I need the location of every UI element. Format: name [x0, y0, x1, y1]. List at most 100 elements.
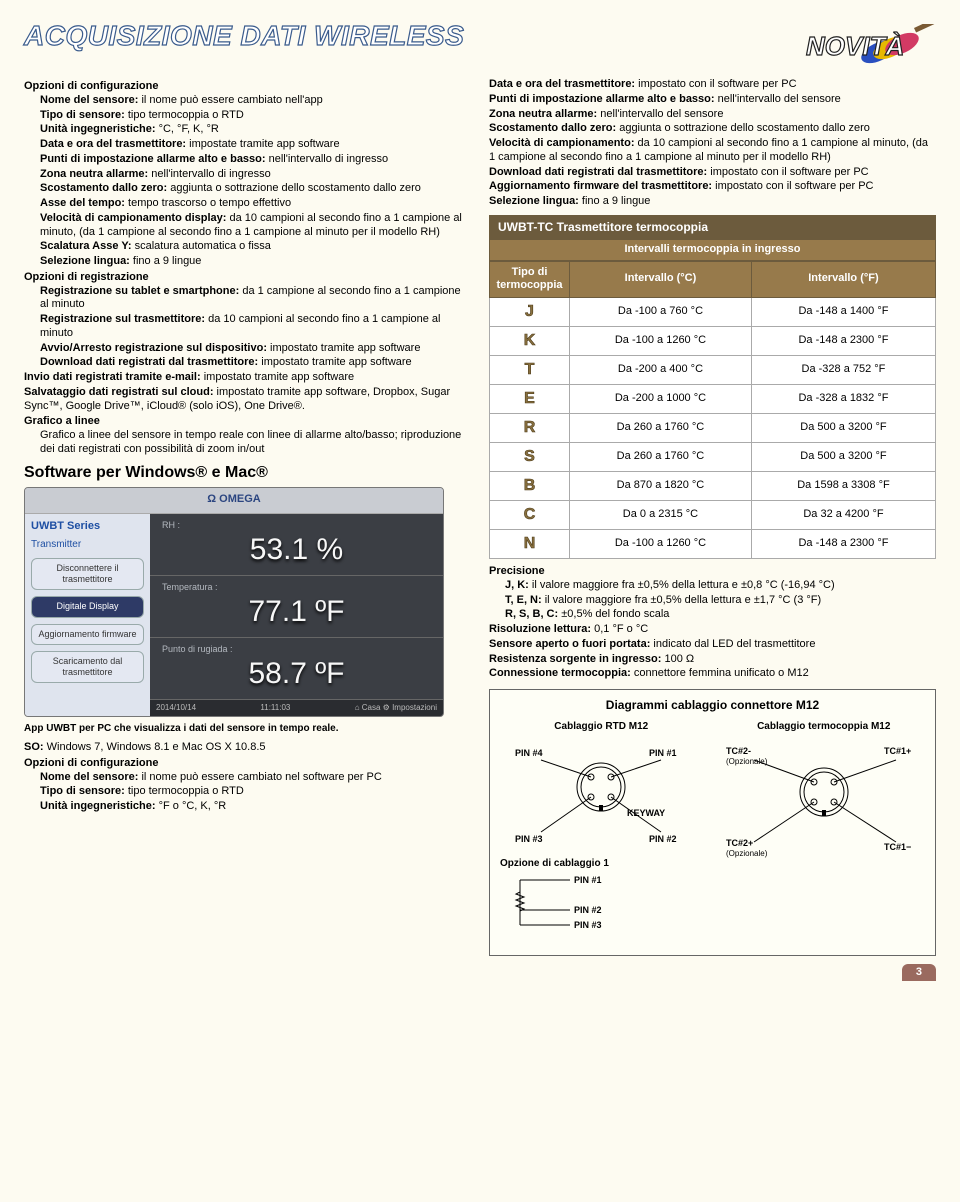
- table-row: EDa -200 a 1000 °CDa -328 a 1832 °F: [490, 385, 936, 414]
- tc-range-f: Da -148 a 2300 °F: [751, 327, 935, 356]
- table-row: TDa -200 a 400 °CDa -328 a 752 °F: [490, 356, 936, 385]
- right-column: Data e ora del trasmettitore: impostato …: [489, 78, 936, 956]
- reading-value: 53.1 %: [162, 531, 431, 569]
- tc-range-c: Da 260 a 1760 °C: [570, 443, 752, 472]
- tc-range-f: Da -148 a 1400 °F: [751, 298, 935, 327]
- wiring-tc: Cablaggio termocoppia M12 TC#2- (Opziona…: [723, 721, 926, 945]
- reading-row: Punto di rugiada : 58.7 ºF: [150, 638, 443, 700]
- spec-line: Unità ingegneristiche: °C, °F, K, °R: [40, 123, 471, 137]
- precision-heading: Precisione: [489, 565, 936, 579]
- page-number: 3: [24, 964, 936, 982]
- app-readings: RH : 53.1 % Temperatura : 77.1 ºF Punto …: [150, 514, 443, 716]
- spec-line: Unità ingegneristiche: °F o °C, K, °R: [40, 800, 471, 814]
- spec-line: Data e ora del trasmettitore: impostate …: [40, 138, 471, 152]
- app-sidebar-sub: Transmitter: [31, 539, 144, 552]
- tc-col-c: Intervallo (°C): [570, 261, 752, 298]
- spec-line: Zona neutra allarme: nell'intervallo del…: [489, 108, 936, 122]
- tc-table-title: UWBT-TC Trasmettitore termocoppia: [489, 215, 936, 240]
- spec-line: Tipo di sensore: tipo termocoppia o RTD: [40, 109, 471, 123]
- tc-range-f: Da -328 a 1832 °F: [751, 385, 935, 414]
- svg-text:PIN #2: PIN #2: [574, 905, 602, 915]
- tc-type-cell: E: [490, 385, 570, 414]
- table-row: BDa 870 a 1820 °CDa 1598 a 3308 °F: [490, 472, 936, 501]
- rtd-connector-icon: PIN #4 PIN #1 PIN #3 PIN #2 KEYWAY: [511, 742, 691, 852]
- svg-text:PIN #1: PIN #1: [649, 748, 677, 758]
- spec-line: Invio dati registrati tramite e-mail: im…: [24, 371, 471, 385]
- spec-line: Aggiornamento firmware del trasmettitore…: [489, 180, 936, 194]
- app-btn-disconnect[interactable]: Disconnettere il trasmettitore: [31, 558, 144, 591]
- tc-range-c: Da -100 a 1260 °C: [570, 327, 752, 356]
- table-row: RDa 260 a 1760 °CDa 500 a 3200 °F: [490, 414, 936, 443]
- spec-line: Scostamento dallo zero: aggiunta o sottr…: [40, 182, 471, 196]
- screenshot-caption: App UWBT per PC che visualizza i dati de…: [24, 723, 471, 736]
- spec-line: Sensore aperto o fuori portata: indicato…: [489, 638, 936, 652]
- spec-line: Asse del tempo: tempo trascorso o tempo …: [40, 197, 471, 211]
- tc-table-subtitle: Intervalli termocoppia in ingresso: [489, 240, 936, 261]
- svg-text:TC#1+: TC#1+: [884, 746, 911, 756]
- chart-text: Grafico a linee del sensore in tempo rea…: [24, 429, 471, 457]
- novita-text: NOVITÀ: [806, 30, 904, 63]
- spec-line: Punti di impostazione allarme alto e bas…: [40, 153, 471, 167]
- spec-line: Velocità di campionamento: da 10 campion…: [489, 137, 936, 165]
- tc-type-cell: S: [490, 443, 570, 472]
- tc-type-cell: B: [490, 472, 570, 501]
- so-line: SO: Windows 7, Windows 8.1 e Mac OS X 10…: [24, 741, 471, 755]
- left-column: Opzioni di configurazione Nome del senso…: [24, 78, 471, 956]
- spec-line: Punti di impostazione allarme alto e bas…: [489, 93, 936, 107]
- chart-heading: Grafico a linee: [24, 415, 471, 429]
- tc-range-c: Da 260 a 1760 °C: [570, 414, 752, 443]
- table-row: CDa 0 a 2315 °CDa 32 a 4200 °F: [490, 501, 936, 530]
- spec-line: Selezione lingua: fino a 9 lingue: [40, 255, 471, 269]
- svg-text:(Opzionale): (Opzionale): [726, 849, 768, 858]
- tc-type-cell: K: [490, 327, 570, 356]
- tc-range-f: Da -148 a 2300 °F: [751, 530, 935, 559]
- tc-col-f: Intervallo (°F): [751, 261, 935, 298]
- tc-range-f: Da 500 a 3200 °F: [751, 443, 935, 472]
- app-footer: 2014/10/14 11:11:03 ⌂ Casa ⚙ Impostazion…: [150, 700, 443, 716]
- tc-range-f: Da 32 a 4200 °F: [751, 501, 935, 530]
- rtd-resistor-icon: PIN #1 PIN #2 PIN #3: [500, 870, 650, 940]
- tc-range-c: Da -100 a 1260 °C: [570, 530, 752, 559]
- table-row: KDa -100 a 1260 °CDa -148 a 2300 °F: [490, 327, 936, 356]
- svg-text:TC#2-: TC#2-: [726, 746, 751, 756]
- tc-type-cell: C: [490, 501, 570, 530]
- tc-range-f: Da -328 a 752 °F: [751, 356, 935, 385]
- reading-value: 77.1 ºF: [162, 593, 431, 631]
- tc-range-c: Da -100 a 760 °C: [570, 298, 752, 327]
- wiring-rtd-heading: Cablaggio RTD M12: [500, 721, 703, 734]
- reading-label: Punto di rugiada :: [162, 644, 431, 655]
- spec-line: Salvataggio dati registrati sul cloud: i…: [24, 386, 471, 414]
- tc-table: Tipo di termocoppia Intervallo (°C) Inte…: [489, 261, 936, 560]
- table-row: SDa 260 a 1760 °CDa 500 a 3200 °F: [490, 443, 936, 472]
- tc-connector-icon: TC#2- (Opzionale) TC#1+ TC#2+ (Opzionale…: [724, 742, 924, 862]
- reading-value: 58.7 ºF: [162, 655, 431, 693]
- app-btn-download[interactable]: Scaricamento dal trasmettitore: [31, 651, 144, 684]
- tc-type-cell: R: [490, 414, 570, 443]
- tc-range-c: Da 870 a 1820 °C: [570, 472, 752, 501]
- tc-range-c: Da 0 a 2315 °C: [570, 501, 752, 530]
- app-btn-display[interactable]: Digitale Display: [31, 596, 144, 617]
- spec-line: Registrazione su tablet e smartphone: da…: [40, 285, 471, 313]
- svg-text:PIN #1: PIN #1: [574, 875, 602, 885]
- tc-type-cell: N: [490, 530, 570, 559]
- spec-line: Zona neutra allarme: nell'intervallo di …: [40, 168, 471, 182]
- app-btn-firmware[interactable]: Aggiornamento firmware: [31, 624, 144, 645]
- novita-badge: NOVITÀ: [806, 18, 936, 74]
- app-sidebar-title: UWBT Series: [31, 520, 144, 534]
- wiring-tc-heading: Cablaggio termocoppia M12: [723, 721, 926, 734]
- page-title: ACQUISIZIONE DATI WIRELESS: [24, 18, 464, 53]
- tc-range-c: Da -200 a 1000 °C: [570, 385, 752, 414]
- spec-line: Nome del sensore: il nome può essere cam…: [40, 771, 471, 785]
- svg-text:KEYWAY: KEYWAY: [627, 808, 665, 818]
- reading-row: Temperatura : 77.1 ºF: [150, 576, 443, 638]
- spec-line: J, K: il valore maggiore fra ±0,5% della…: [505, 579, 936, 593]
- svg-text:PIN #3: PIN #3: [515, 834, 543, 844]
- app-topbar: Ω OMEGA: [25, 488, 443, 514]
- wiring-option-title: Opzione di cablaggio 1: [500, 858, 703, 871]
- spec-line: R, S, B, C: ±0,5% del fondo scala: [505, 608, 936, 622]
- spec-line: Resistenza sorgente in ingresso: 100 Ω: [489, 653, 936, 667]
- tc-type-cell: J: [490, 298, 570, 327]
- tc-range-c: Da -200 a 400 °C: [570, 356, 752, 385]
- svg-text:TC#2+: TC#2+: [726, 838, 753, 848]
- spec-line: Download dati registrati dal trasmettito…: [40, 356, 471, 370]
